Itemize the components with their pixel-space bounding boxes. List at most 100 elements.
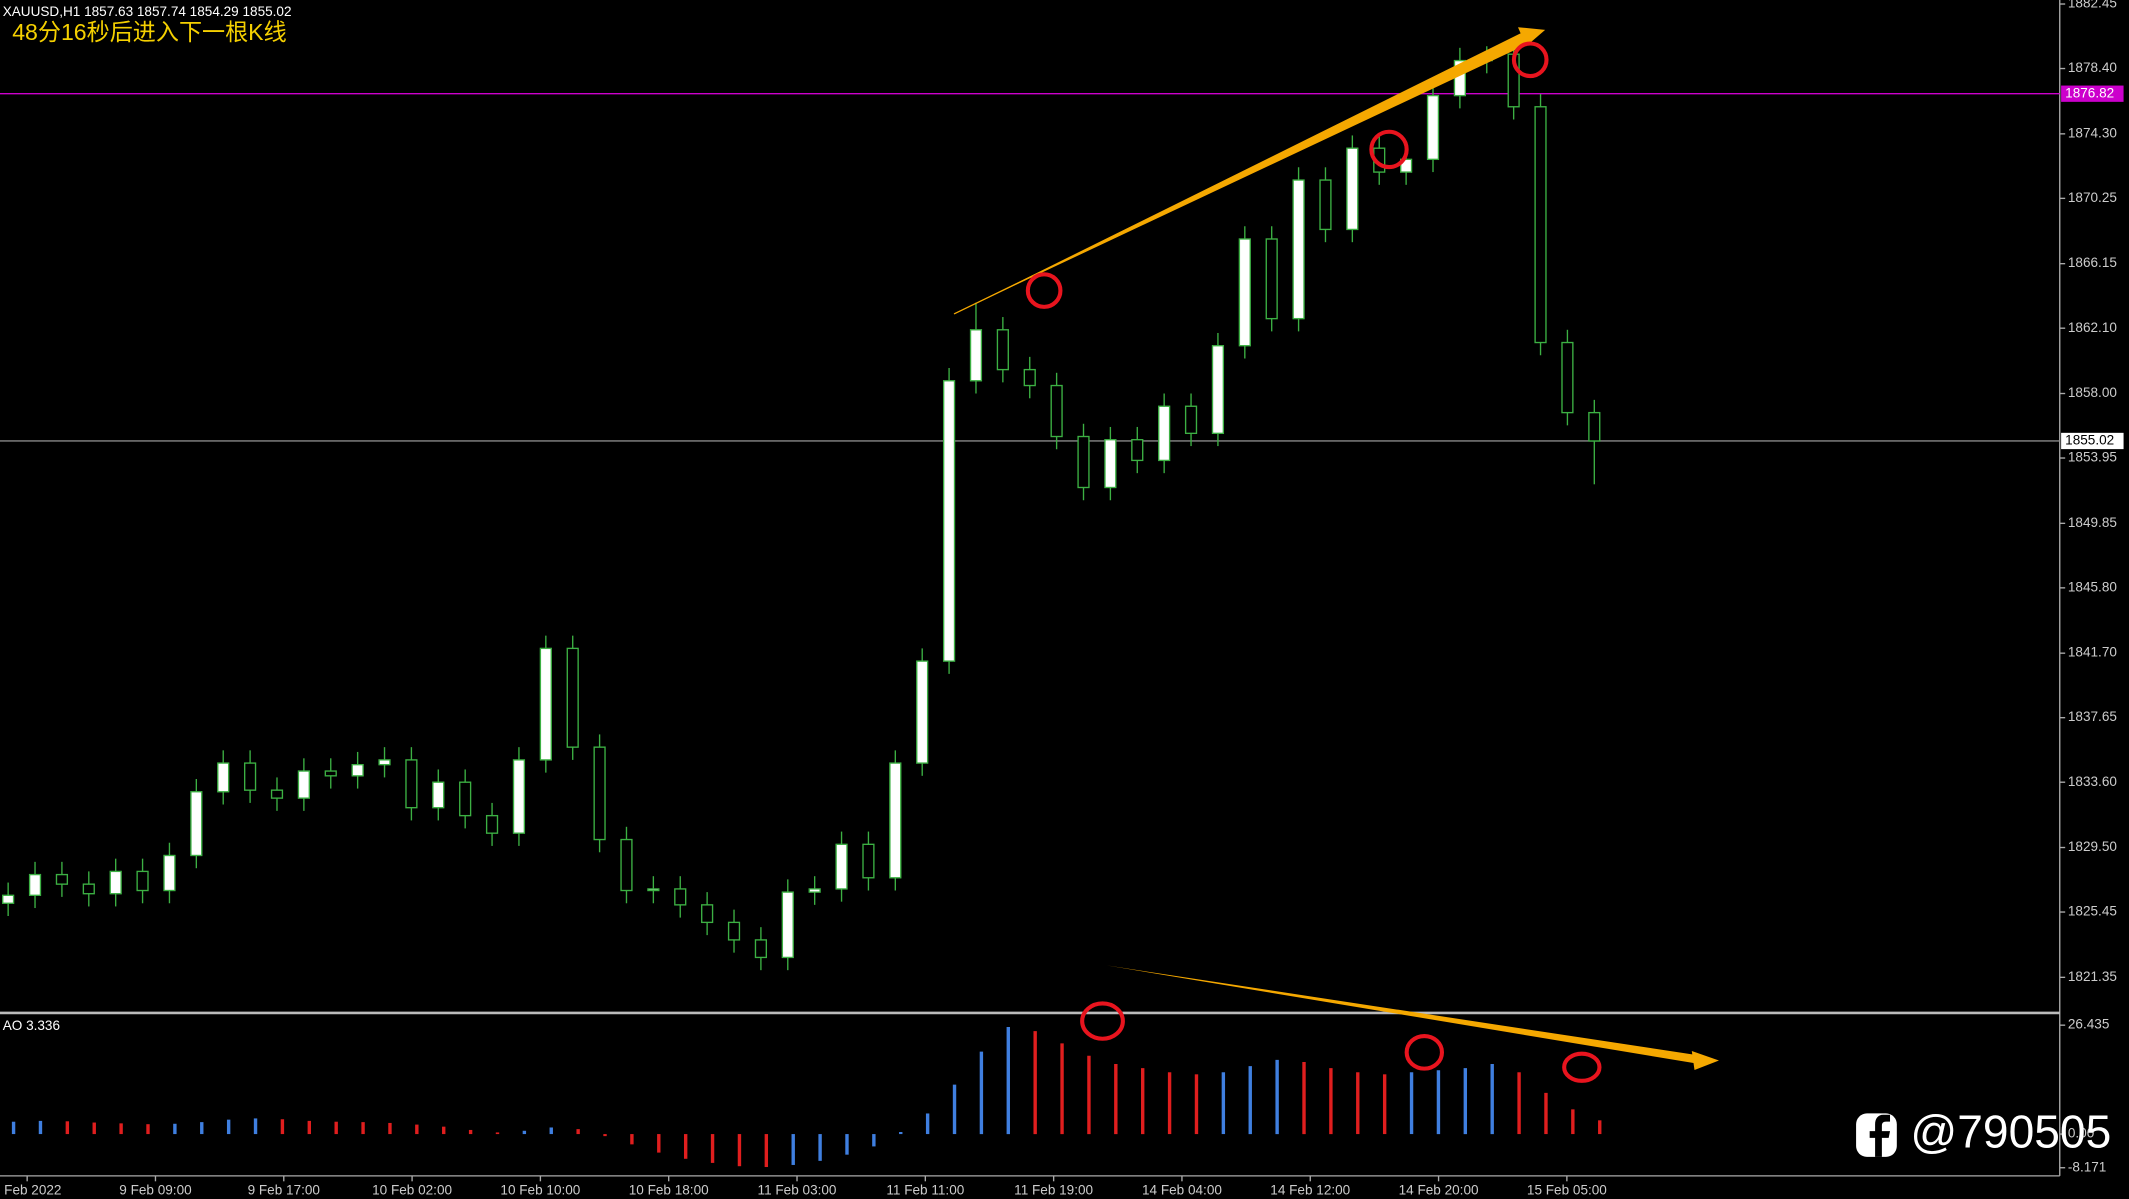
- y-tick-label: 1837.65: [2068, 709, 2117, 724]
- x-tick-label: 9 Feb 17:00: [248, 1182, 321, 1197]
- candle-body: [405, 759, 418, 809]
- y-tick-label: 1833.60: [2068, 774, 2117, 789]
- candle-body: [485, 814, 499, 834]
- price-tag: [2061, 432, 2124, 450]
- x-tick-label: 9 Feb 09:00: [119, 1182, 192, 1197]
- candle-body: [82, 883, 95, 895]
- candle-body: [835, 843, 848, 890]
- countdown: 48分16秒后进入下一根K线: [12, 19, 286, 45]
- candle-body: [1561, 341, 1574, 414]
- candle-body: [862, 843, 875, 879]
- candle-body: [1346, 147, 1359, 231]
- candle-body: [1023, 368, 1036, 387]
- trend-arrow: [1106, 965, 1706, 1065]
- candle-body: [190, 791, 203, 857]
- y-tick-label: 26.435: [2068, 1017, 2109, 1032]
- watermark-icon: [1869, 1114, 1891, 1157]
- x-tick-label: 10 Feb 10:00: [500, 1182, 580, 1197]
- candle-body: [1265, 238, 1278, 320]
- highlight-circle: [1369, 129, 1409, 170]
- candle-body: [109, 870, 122, 895]
- candle-body: [243, 762, 257, 791]
- y-tick-label: 1870.25: [2068, 190, 2117, 205]
- candle-body: [754, 939, 768, 959]
- annotations: [953, 27, 1719, 1083]
- candle-body: [432, 781, 445, 809]
- candle-body: [512, 759, 526, 834]
- candle-body: [324, 770, 337, 777]
- candle-body: [270, 789, 284, 799]
- candle-body: [163, 854, 176, 892]
- candle-body: [1588, 411, 1601, 442]
- candle-body: [969, 329, 983, 382]
- candle-body: [136, 870, 149, 892]
- candle-body: [566, 647, 579, 748]
- highlight-circle: [1404, 1033, 1444, 1071]
- candle-body: [1158, 405, 1171, 462]
- arrow-head: [1691, 1050, 1719, 1070]
- level-tag: [2061, 85, 2124, 102]
- y-tick-label: -8.171: [2068, 1159, 2106, 1174]
- x-tick-label: 14 Feb 04:00: [1142, 1182, 1222, 1197]
- candle-body: [1077, 435, 1090, 489]
- candle-body: [1238, 238, 1251, 347]
- x-tick-label: 11 Feb 11:00: [886, 1182, 964, 1197]
- y-tick-label: 1882.45: [2068, 0, 2117, 11]
- candle-body: [297, 770, 310, 799]
- highlight-circle: [1562, 1051, 1602, 1083]
- candle-body: [1534, 106, 1547, 344]
- candle-body: [647, 888, 660, 892]
- candle-body: [539, 647, 552, 761]
- level-label: 1876.82: [2065, 85, 2114, 100]
- candle-body: [459, 781, 472, 817]
- candle-body: [674, 888, 687, 906]
- candle-body: [996, 329, 1009, 371]
- candle-body: [378, 759, 391, 766]
- y-tick-label: 1821.35: [2068, 969, 2117, 984]
- candle-body: [351, 763, 364, 777]
- highlight-circle: [1080, 1001, 1125, 1041]
- candle-body: [217, 762, 230, 793]
- candle-body: [28, 873, 42, 896]
- candle-body: [1104, 439, 1117, 489]
- x-tick-label: 10 Feb 02:00: [372, 1182, 452, 1197]
- highlight-circle: [1025, 272, 1063, 309]
- x-tick-label: 14 Feb 12:00: [1270, 1182, 1350, 1197]
- candle-body: [889, 762, 902, 879]
- y-tick-label: 1874.30: [2068, 125, 2117, 140]
- candle-body: [1211, 345, 1225, 435]
- price-label: 1855.02: [2065, 433, 2114, 448]
- candle-body: [593, 746, 606, 841]
- trend-arrow: [954, 29, 1532, 314]
- x-tick-label: 9 Feb 2022: [0, 1182, 61, 1197]
- y-tick-label: 1829.50: [2068, 839, 2117, 854]
- arrow-head: [1517, 27, 1546, 47]
- candle-body: [1184, 405, 1198, 435]
- candle-body: [1131, 439, 1144, 462]
- y-tick-label: 1878.40: [2068, 60, 2117, 75]
- x-tick-label: 11 Feb 03:00: [758, 1182, 837, 1197]
- candle-body: [727, 921, 741, 941]
- y-tick-label: 1825.45: [2068, 904, 2117, 919]
- y-tick-label: 1858.00: [2068, 385, 2117, 400]
- y-tick-label: 1841.70: [2068, 645, 2117, 660]
- y-tick-label: 0.00: [2068, 1126, 2095, 1141]
- candle-body: [808, 888, 821, 893]
- candle-body: [1319, 179, 1332, 231]
- x-tick-label: 11 Feb 19:00: [1014, 1182, 1093, 1197]
- x-tick-label: 15 Feb 05:00: [1527, 1182, 1607, 1197]
- candle-body: [1292, 179, 1305, 320]
- candle-body: [701, 904, 714, 924]
- watermark-text: @790505: [1910, 1105, 2111, 1157]
- y-tick-label: 1845.80: [2068, 579, 2117, 594]
- indicator-label: AO 3.336: [3, 1018, 60, 1033]
- candle-body: [55, 873, 69, 885]
- candle-body: [1400, 158, 1413, 173]
- x-tick-label: 14 Feb 20:00: [1399, 1182, 1479, 1197]
- candle-body: [620, 838, 633, 892]
- y-tick-label: 1853.95: [2068, 450, 2117, 465]
- y-tick-label: 1862.10: [2068, 320, 2117, 335]
